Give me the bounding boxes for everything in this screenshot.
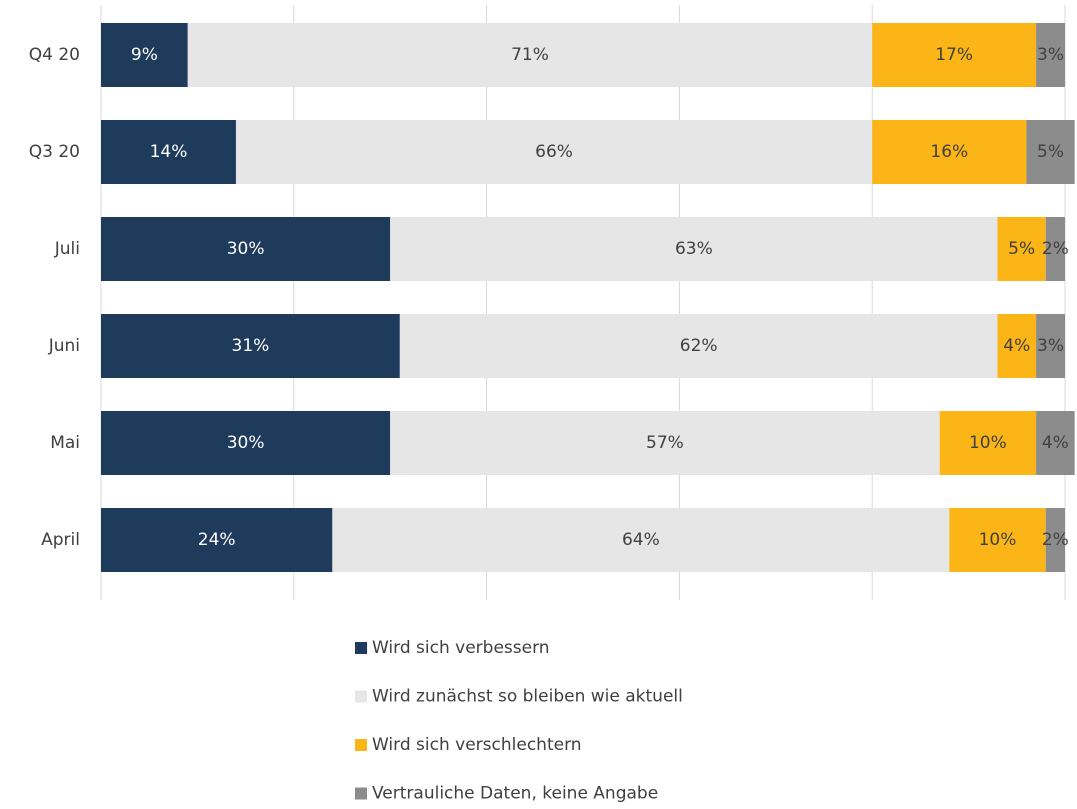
value-label: 71% [511, 45, 549, 65]
bar-segment [1045, 508, 1065, 572]
value-label: 2% [1042, 530, 1069, 550]
y-tick-label: April [41, 530, 80, 550]
bar-segment [235, 120, 873, 184]
legend-swatch [355, 690, 367, 703]
bar-segment [997, 217, 1046, 281]
value-label: 17% [935, 45, 973, 65]
bar-segment [101, 23, 188, 87]
y-tick-label: Juli [54, 239, 80, 259]
value-label: 5% [1037, 142, 1064, 162]
y-tick-label: Q4 20 [29, 45, 80, 65]
bar-segment [872, 120, 1027, 184]
bar-segment [1036, 314, 1065, 378]
legend-label: Wird sich verschlechtern [372, 735, 582, 755]
bar-segment [101, 314, 400, 378]
bar-segment [872, 23, 1037, 87]
value-label: 66% [535, 142, 573, 162]
value-label: 30% [227, 433, 265, 453]
value-label: 10% [969, 433, 1007, 453]
value-label: 64% [622, 530, 660, 550]
value-label: 3% [1037, 45, 1064, 65]
bar-segment [187, 23, 873, 87]
value-label: 4% [1003, 336, 1030, 356]
value-label: 62% [680, 336, 718, 356]
bar-segment [101, 120, 236, 184]
legend-label: Vertrauliche Daten, keine Angabe [372, 784, 658, 804]
value-label: 9% [131, 45, 158, 65]
value-label: 31% [232, 336, 270, 356]
y-tick-label: Q3 20 [29, 142, 80, 162]
bar-segment [399, 314, 998, 378]
value-label: 5% [1008, 239, 1035, 259]
y-tick-label: Mai [50, 433, 80, 453]
value-label: 14% [150, 142, 188, 162]
bar-segment [1045, 217, 1065, 281]
y-tick-label: Juni [48, 336, 80, 356]
bar-segment [1026, 120, 1075, 184]
bar-segment [101, 411, 391, 475]
value-label: 4% [1042, 433, 1069, 453]
legend-label: Wird zunächst so bleiben wie aktuell [372, 687, 683, 707]
bar-segment [390, 411, 940, 475]
value-label: 3% [1037, 336, 1064, 356]
legend-swatch [355, 739, 367, 751]
bar-segment [101, 217, 391, 281]
value-label: 63% [675, 239, 713, 259]
value-label: 10% [979, 530, 1017, 550]
bar-segment [390, 217, 998, 281]
bar-segment [939, 411, 1037, 475]
bar-segment [997, 314, 1037, 378]
value-label: 30% [227, 239, 265, 259]
legend-swatch [355, 642, 367, 654]
value-label: 24% [198, 530, 236, 550]
bar-segment [332, 508, 950, 572]
value-label: 57% [646, 433, 684, 453]
bar-segment [101, 508, 333, 572]
legend-label: Wird sich verbessern [372, 638, 550, 658]
bar-segment [949, 508, 1046, 572]
bar-segment [1036, 411, 1075, 475]
value-label: 2% [1042, 239, 1069, 259]
value-label: 16% [930, 142, 968, 162]
legend-swatch [355, 787, 367, 800]
bar-segment [1036, 23, 1065, 87]
